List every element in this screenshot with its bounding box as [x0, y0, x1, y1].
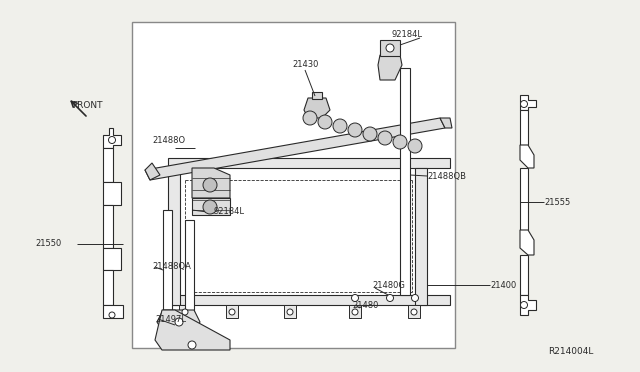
Polygon shape [185, 220, 194, 335]
Polygon shape [520, 110, 528, 145]
Polygon shape [226, 305, 238, 318]
Bar [132, 22, 455, 348]
Polygon shape [163, 210, 172, 310]
Text: 21430: 21430 [292, 60, 318, 68]
Circle shape [411, 309, 417, 315]
Circle shape [378, 131, 392, 145]
Circle shape [351, 295, 358, 301]
Circle shape [348, 123, 362, 137]
Polygon shape [145, 163, 160, 180]
Polygon shape [168, 295, 450, 305]
Polygon shape [103, 148, 113, 182]
Polygon shape [179, 305, 191, 318]
Polygon shape [400, 68, 410, 295]
Polygon shape [192, 168, 230, 198]
Circle shape [188, 341, 196, 349]
Polygon shape [415, 168, 427, 305]
Polygon shape [304, 98, 330, 118]
Circle shape [175, 318, 183, 326]
Polygon shape [349, 305, 361, 318]
Text: 21400: 21400 [490, 280, 516, 289]
Circle shape [109, 137, 115, 144]
Polygon shape [520, 95, 536, 110]
Circle shape [229, 309, 235, 315]
Text: R214004L: R214004L [548, 347, 593, 356]
Text: 21488QB: 21488QB [427, 171, 466, 180]
Circle shape [109, 312, 115, 318]
Polygon shape [380, 40, 400, 56]
Polygon shape [155, 310, 230, 350]
Polygon shape [520, 145, 534, 168]
Polygon shape [312, 92, 322, 99]
Circle shape [203, 200, 217, 214]
Text: 21488QA: 21488QA [152, 263, 191, 272]
Circle shape [393, 135, 407, 149]
Circle shape [363, 127, 377, 141]
Polygon shape [520, 230, 534, 255]
Polygon shape [520, 255, 528, 295]
Polygon shape [103, 270, 113, 305]
Polygon shape [520, 168, 528, 230]
Circle shape [387, 295, 394, 301]
Polygon shape [378, 55, 402, 80]
Circle shape [203, 178, 217, 192]
Circle shape [333, 119, 347, 133]
Polygon shape [103, 128, 121, 148]
Polygon shape [103, 248, 121, 270]
Polygon shape [145, 118, 445, 180]
Polygon shape [284, 305, 296, 318]
Polygon shape [103, 305, 123, 318]
Circle shape [386, 44, 394, 52]
Polygon shape [520, 295, 536, 315]
Text: 21497L: 21497L [155, 314, 186, 324]
Text: 21555: 21555 [544, 198, 570, 206]
Circle shape [303, 111, 317, 125]
Text: 92184L: 92184L [392, 29, 423, 38]
Text: FRONT: FRONT [72, 100, 102, 109]
Text: 21480: 21480 [352, 301, 378, 310]
Circle shape [412, 295, 419, 301]
Circle shape [318, 115, 332, 129]
Polygon shape [192, 198, 230, 215]
Polygon shape [103, 182, 121, 205]
Text: 21488O: 21488O [152, 135, 185, 144]
Circle shape [182, 309, 188, 315]
Circle shape [408, 139, 422, 153]
Circle shape [287, 309, 293, 315]
Circle shape [520, 100, 527, 108]
Polygon shape [440, 118, 452, 128]
Text: 21550: 21550 [35, 240, 61, 248]
Polygon shape [103, 205, 113, 248]
Text: 21480G: 21480G [372, 280, 405, 289]
Circle shape [520, 301, 527, 308]
Text: 92184L: 92184L [213, 206, 244, 215]
Circle shape [352, 309, 358, 315]
Polygon shape [408, 305, 420, 318]
Polygon shape [168, 158, 450, 168]
Polygon shape [168, 168, 180, 305]
Polygon shape [157, 310, 200, 332]
